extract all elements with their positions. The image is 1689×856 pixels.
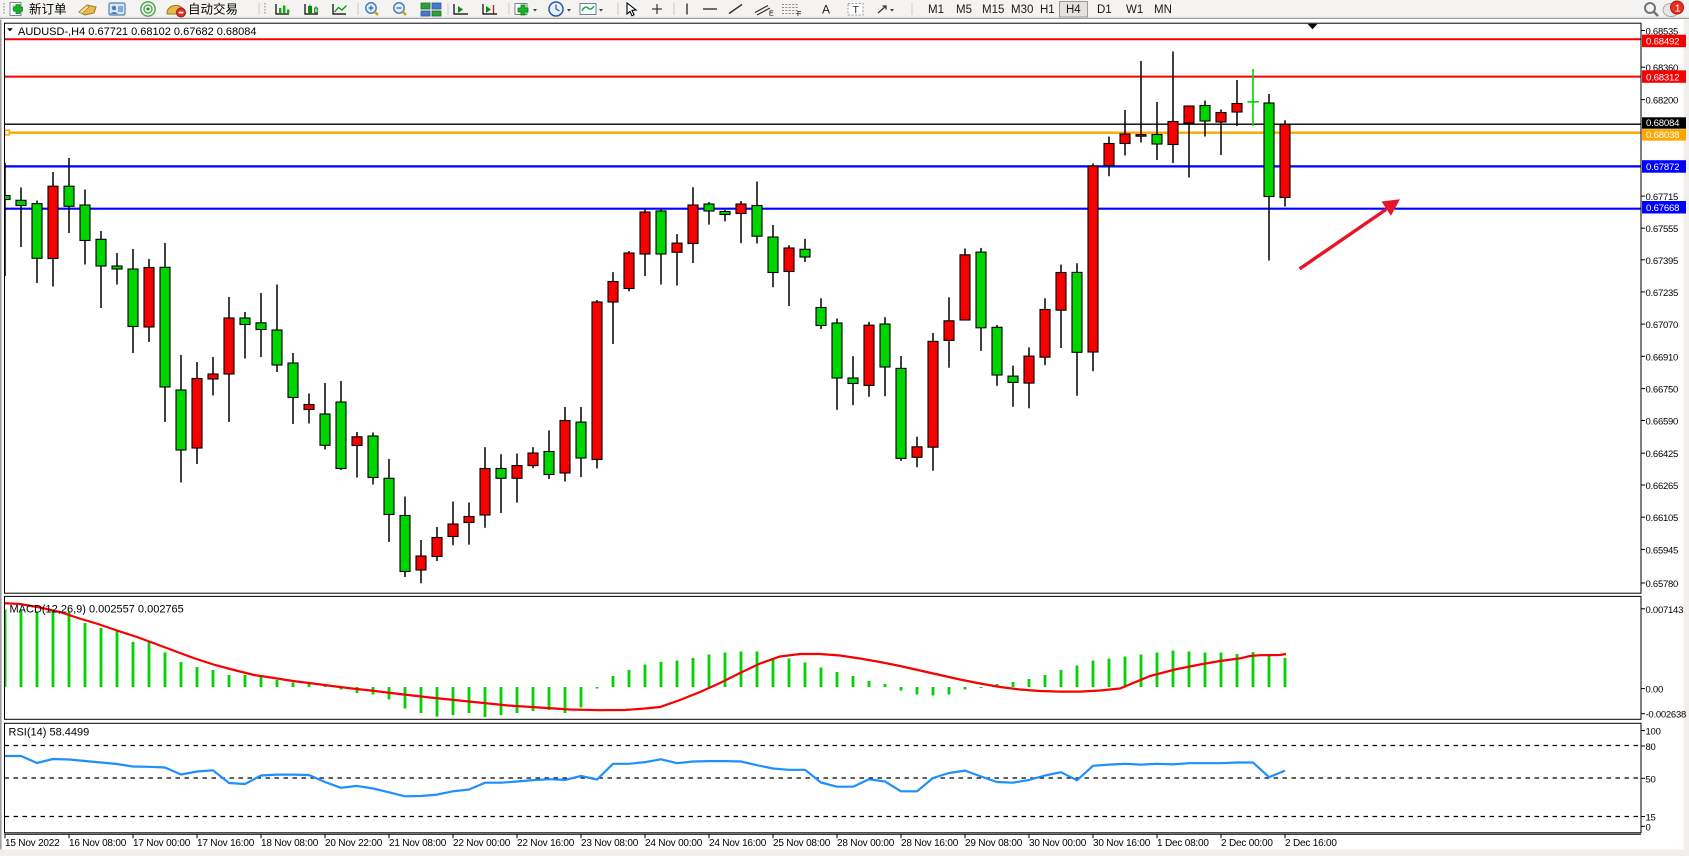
svg-text:0.67872: 0.67872 xyxy=(1646,162,1679,173)
svg-text:0.65945: 0.65945 xyxy=(1646,545,1679,556)
svg-text:22 Nov 00:00: 22 Nov 00:00 xyxy=(453,838,511,849)
svg-text:T: T xyxy=(853,4,860,16)
svg-text:MACD(12,26,9) 0.002557 0.00276: MACD(12,26,9) 0.002557 0.002765 xyxy=(10,604,184,616)
svg-text:0.66425: 0.66425 xyxy=(1646,449,1679,460)
svg-text:28 Nov 00:00: 28 Nov 00:00 xyxy=(837,838,895,849)
svg-text:2 Dec 00:00: 2 Dec 00:00 xyxy=(1221,838,1273,849)
svg-text:28 Nov 16:00: 28 Nov 16:00 xyxy=(901,838,959,849)
svg-text:H1: H1 xyxy=(1040,4,1055,16)
svg-text:0.00: 0.00 xyxy=(1646,685,1664,696)
svg-text:17 Nov 00:00: 17 Nov 00:00 xyxy=(133,838,191,849)
svg-text:50: 50 xyxy=(1646,774,1656,785)
svg-text:A: A xyxy=(822,3,830,17)
svg-text:20 Nov 22:00: 20 Nov 22:00 xyxy=(325,838,383,849)
svg-text:0.66265: 0.66265 xyxy=(1646,481,1679,492)
svg-text:0.67668: 0.67668 xyxy=(1646,203,1679,214)
svg-text:15 Nov 2022: 15 Nov 2022 xyxy=(5,838,60,849)
svg-text:18 Nov 08:00: 18 Nov 08:00 xyxy=(261,838,319,849)
svg-text:0.007143: 0.007143 xyxy=(1646,605,1684,616)
svg-text:30 Nov 16:00: 30 Nov 16:00 xyxy=(1093,838,1151,849)
svg-text:0.65780: 0.65780 xyxy=(1646,579,1679,590)
svg-text:W1: W1 xyxy=(1126,4,1143,16)
svg-text:E: E xyxy=(769,11,774,18)
svg-text:F: F xyxy=(797,11,801,18)
svg-text:自动交易: 自动交易 xyxy=(188,2,238,17)
svg-text:M15: M15 xyxy=(982,4,1004,16)
svg-text:0.67555: 0.67555 xyxy=(1646,224,1679,235)
svg-text:24 Nov 16:00: 24 Nov 16:00 xyxy=(709,838,767,849)
svg-text:0.66750: 0.66750 xyxy=(1646,385,1679,396)
svg-text:AUDUSD-,H4 0.67721 0.68102 0.: AUDUSD-,H4 0.67721 0.68102 0.67682 0.680… xyxy=(18,26,257,38)
svg-text:0.68535: 0.68535 xyxy=(1646,27,1679,38)
svg-text:0.68200: 0.68200 xyxy=(1646,96,1679,107)
svg-text:0.66910: 0.66910 xyxy=(1646,352,1679,363)
svg-text:新订单: 新订单 xyxy=(29,2,67,17)
svg-text:0.67395: 0.67395 xyxy=(1646,256,1679,267)
svg-text:25 Nov 08:00: 25 Nov 08:00 xyxy=(773,838,831,849)
svg-text:0.67070: 0.67070 xyxy=(1646,320,1679,331)
svg-text:0.66590: 0.66590 xyxy=(1646,417,1679,428)
svg-text:0.67235: 0.67235 xyxy=(1646,288,1679,299)
svg-text:17 Nov 16:00: 17 Nov 16:00 xyxy=(197,838,255,849)
svg-text:RSI(14) 58.4499: RSI(14) 58.4499 xyxy=(9,727,90,739)
svg-text:0: 0 xyxy=(1646,822,1651,833)
svg-text:1: 1 xyxy=(1675,3,1681,15)
svg-text:M5: M5 xyxy=(956,4,972,16)
svg-text:-0.002638: -0.002638 xyxy=(1646,710,1687,721)
svg-text:H4: H4 xyxy=(1066,4,1081,16)
svg-text:29 Nov 08:00: 29 Nov 08:00 xyxy=(965,838,1023,849)
svg-text:23 Nov 08:00: 23 Nov 08:00 xyxy=(581,838,639,849)
svg-text:21 Nov 08:00: 21 Nov 08:00 xyxy=(389,838,447,849)
svg-text:2 Dec 16:00: 2 Dec 16:00 xyxy=(1285,838,1337,849)
svg-text:D1: D1 xyxy=(1097,4,1112,16)
svg-text:16 Nov 08:00: 16 Nov 08:00 xyxy=(69,838,127,849)
svg-text:M30: M30 xyxy=(1011,4,1033,16)
svg-text:100: 100 xyxy=(1646,727,1661,738)
svg-text:30 Nov 00:00: 30 Nov 00:00 xyxy=(1029,838,1087,849)
svg-text:1 Dec 08:00: 1 Dec 08:00 xyxy=(1157,838,1209,849)
svg-text:0.66105: 0.66105 xyxy=(1646,513,1679,524)
svg-text:0.67715: 0.67715 xyxy=(1646,192,1679,203)
svg-text:0.68084: 0.68084 xyxy=(1646,118,1680,129)
svg-text:15: 15 xyxy=(1646,813,1656,824)
svg-text:22 Nov 16:00: 22 Nov 16:00 xyxy=(517,838,575,849)
svg-text:0.68038: 0.68038 xyxy=(1646,130,1679,141)
svg-text:M1: M1 xyxy=(928,4,944,16)
svg-text:80: 80 xyxy=(1646,742,1656,753)
svg-text:MN: MN xyxy=(1154,4,1172,16)
svg-text:0.68360: 0.68360 xyxy=(1646,63,1679,74)
svg-text:0.68492: 0.68492 xyxy=(1646,37,1679,48)
svg-text:24 Nov 00:00: 24 Nov 00:00 xyxy=(645,838,703,849)
svg-text:0.68312: 0.68312 xyxy=(1646,72,1679,83)
